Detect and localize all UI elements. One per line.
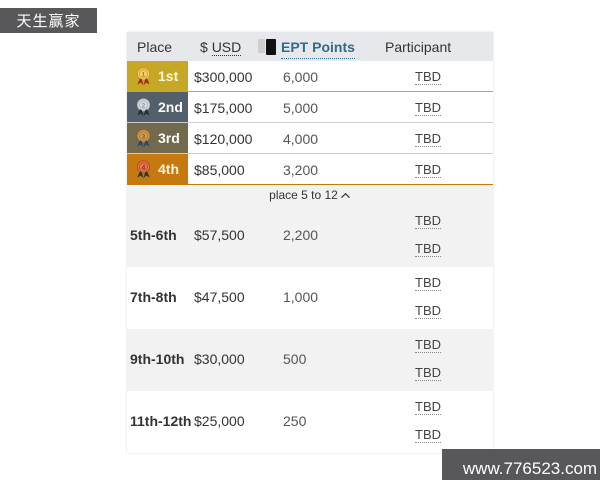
svg-text:4: 4	[142, 164, 146, 171]
svg-text:2: 2	[142, 102, 146, 109]
svg-text:3: 3	[142, 133, 146, 140]
svg-text:1: 1	[142, 71, 146, 78]
